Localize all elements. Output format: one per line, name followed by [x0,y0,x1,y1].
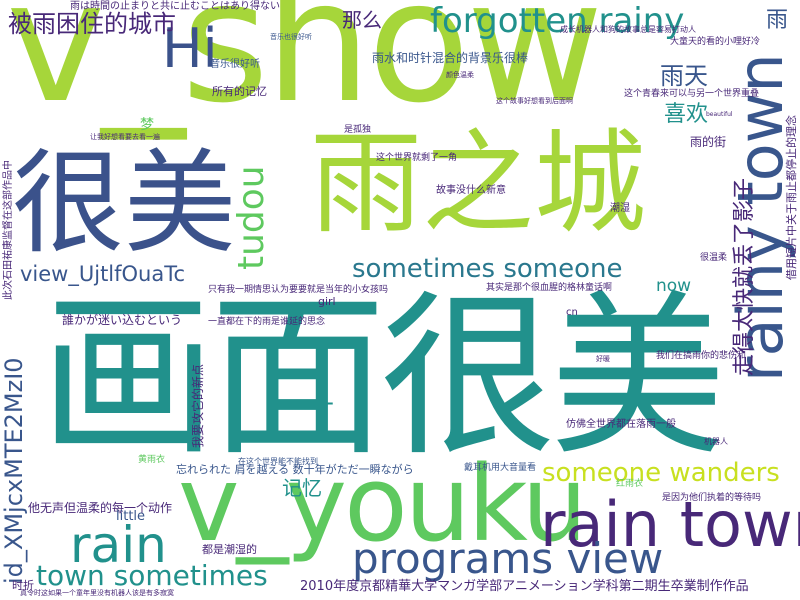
word-rain: rain [70,516,167,574]
word-beautiful: beautiful [706,111,733,118]
word-kyoto-caption: 2010年度京都精華大学マンガ学部アニメーション学科第二期生卒業制作作品 [300,579,749,594]
word-yu: 雨 [766,8,789,33]
word-zhege-qingchun: 这个青春来可以与另一个世界重叠 [624,89,760,99]
word-wasurerareta: 忘れられた 肩を越える 数十年がただ一瞬ながら [176,463,414,476]
word-v-youku: v_youku [178,443,588,565]
word-jieyong: 借用短片中关于雨止都停止的理念 [785,115,798,280]
word-yinyue-ye: 音乐也很好听 [270,33,312,41]
word-fangfu: 仿佛全世界都在落雨一般 [566,419,676,430]
word-hong-yuyi: 红雨衣 [616,479,644,489]
word-shi-yinwei: 是因为他们执着的等待吗 [662,493,762,503]
word-girl: girl [318,295,336,308]
word-meng: 梦 [140,117,154,133]
word-programs-view: programs view [352,534,664,583]
word-yu-zhi-cheng: 雨之城 [310,119,646,249]
word-zou-de-tai-kuai: 走得太快就丢了影子 [732,177,757,376]
word-zai-zhege-shijie: 在这个世界能不能找到 [238,457,318,466]
word-v-show: v_show [6,0,604,140]
word-yinyue-hen-haoting: 音乐很好听 [210,59,260,70]
word-dareka-ga: 誰かが迷い込むという [62,313,183,327]
word-yushui-shizhen: 雨水和时针混合的背景乐很棒 [372,51,529,65]
word-zhenling: 真令时这如果一个童年里没有机器人该是有多寂寞 [20,589,174,597]
word-ji-yi: 记忆 [282,476,322,500]
word-xi-huan: 喜欢 [664,102,709,127]
word-chaoshi: 潮湿 [610,203,630,214]
word-wo-yao-gong: 我要攻它的新点 [191,363,205,448]
word-chengzhang: 成长机器人和狗的故事总是容易打动人 [560,25,696,34]
word-bei-yu-kun-zhu: 被雨困住的城市 [8,10,176,38]
word-forgotten-rainy: forgotten rainy [430,1,685,41]
word-cici-shitian: 此次石田祐康监督在这部作品中 [3,160,14,300]
word-rang-wo: 让我好想看要去看一遍 [90,133,160,141]
word-rain-town: rain town [540,488,800,561]
word-zhege-shijie: 这个世界就剩了一角 [376,153,458,163]
word-zhiyou-wo: 只有我一期情思认为要要就是当年的小女孩吗 [208,285,389,295]
word-t: T [318,398,333,426]
word-shi-zhe: 时折 [12,579,34,592]
word-shi-gudu: 是孤独 [344,125,372,135]
word-yu-de-jie: 雨的街 [690,135,727,149]
word-hao-nuan: 好暖 [596,355,610,363]
word-ta-wusheng: 他无声但温柔的每一个动作 [28,501,173,515]
word-jiqiren: 机器人 [704,437,728,446]
word-ame-wa-jikan: 雨は時間の止まりと共に止むことはあり得ない [70,1,280,12]
word-dou-shi-chaoshi: 都是潮湿的 [202,543,257,556]
word-hen-wenrou: 很温柔 [700,253,728,263]
word-hen-mei: 很美 [12,139,236,269]
word-huamian-henmei: 画面很美 [40,275,726,480]
word-little: little [116,509,146,524]
word-women-zai: 我们在搞雨你的悲伤和 [656,351,747,361]
word-na-me: 那么 [342,8,382,32]
word-tudou: tudou [231,165,272,270]
word-zhege-gushi: 这个故事好想看到后面啊 [496,97,573,105]
word-cn: cn [566,307,578,318]
word-someone-wanders: someone wanders [542,458,780,488]
word-huang-yuyi: 黄雨衣 [138,455,166,465]
word-yu-tian: 雨天 [660,62,708,90]
word-id-xmjcx: id_XMjcxMTE2MzI0 [0,357,28,584]
word-yizhi-dou-zai: 一直都在下的雨是谁延的思念 [208,317,326,327]
word-sometimes-someone: sometimes someone [352,254,623,284]
word-now: now [656,276,692,296]
word-view-ujtlfouatc: view_UjtlfOuaTc [20,262,186,286]
word-town-sometimes: town sometimes [36,559,268,592]
word-qishi-shi: 其实是那个很血腥的格林童话啊 [486,283,613,293]
word-hi: Hi [162,17,218,80]
word-dai-erji: 戴耳机用大音量看 [464,463,537,473]
word-yanse-wenrou: 颜色温柔 [446,71,474,79]
word-da-tongtian: 大童天的看的小哩好冷 [670,37,761,47]
word-gushi-mei: 故事没什么新意 [436,185,506,196]
word-suoyou-de-jiyi: 所有的记忆 [212,85,267,98]
